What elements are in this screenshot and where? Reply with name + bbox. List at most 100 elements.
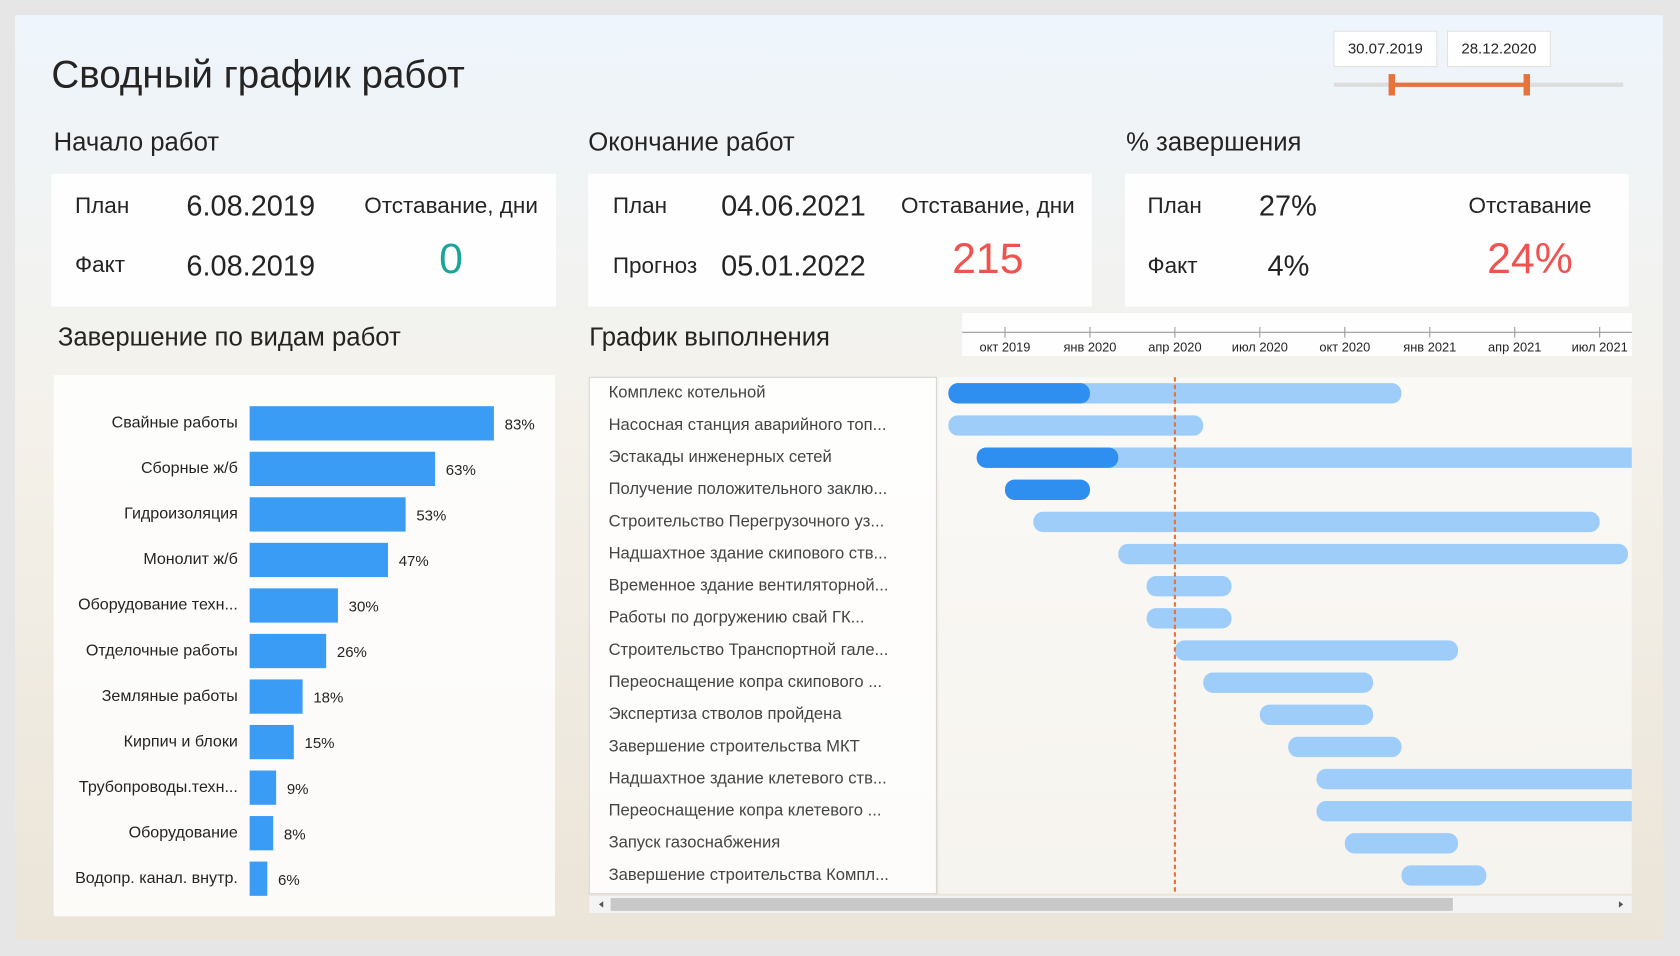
kpi-panel <box>51 173 557 307</box>
task-label: Временное здание вентиляторной... <box>609 576 889 595</box>
x-tick-label: июл 2020 <box>1232 340 1288 355</box>
page-title: Сводный график работ <box>51 53 464 96</box>
gantt-bar <box>1316 768 1632 790</box>
gantt-bar <box>1316 801 1632 822</box>
gantt-bar <box>1203 672 1374 693</box>
category-label: Трубопроводы.техн... <box>79 778 238 796</box>
x-tick-label: окт 2020 <box>1319 340 1370 355</box>
x-tick-label: апр 2021 <box>1488 340 1541 355</box>
category-label: Земляные работы <box>102 687 238 705</box>
category-label: Отделочные работы <box>86 641 238 659</box>
kpi-delay: 215 <box>952 235 1023 283</box>
gantt-bar <box>1259 704 1374 725</box>
category-label: Монолит ж/б <box>143 550 238 568</box>
task-label: Насосная станция аварийного топ... <box>609 415 887 434</box>
category-label: Оборудование техн... <box>78 596 238 614</box>
task-label: Завершение строительства МКТ <box>609 736 860 755</box>
kpi-value: 04.06.2021 <box>721 191 866 223</box>
task-label: Переоснащение копра клетевого ... <box>609 801 882 820</box>
task-label: Запуск газоснабжения <box>609 833 781 852</box>
task-label: Строительство Перегрузочного уз... <box>609 511 885 530</box>
kpi-label: Отставание <box>1468 193 1591 218</box>
date-start: 30.07.2019 <box>1348 40 1423 57</box>
slider-handle[interactable] <box>1388 74 1395 96</box>
kpi-label: План <box>1148 193 1202 218</box>
chart-title: График выполнения <box>589 324 830 352</box>
bar <box>249 588 338 623</box>
category-label: Свайные работы <box>112 414 238 432</box>
bar <box>249 861 268 896</box>
bar <box>249 633 327 669</box>
chart-title: Завершение по видам работ <box>58 324 401 352</box>
date-end-box[interactable] <box>1446 30 1551 68</box>
kpi-delay: 0 <box>439 235 463 283</box>
bar-chart: Свайные работы 83% Сборные ж/б 63% Гидроизол… <box>75 406 535 896</box>
kpi-panel <box>1125 173 1629 307</box>
kpi-value: 05.01.2022 <box>721 251 866 283</box>
category-label: Оборудование <box>129 823 238 841</box>
gantt-bar <box>1033 511 1600 533</box>
value-label: 9% <box>287 781 309 798</box>
x-tick-label: янв 2021 <box>1403 340 1456 355</box>
gantt-bar <box>1146 576 1232 597</box>
task-label: Работы по догружению свай ГК... <box>609 608 865 627</box>
x-tick-label: апр 2020 <box>1148 340 1201 355</box>
kpi-label: Отставание, дни <box>901 193 1075 218</box>
gantt-progress <box>948 383 1090 404</box>
gantt-bar <box>1174 640 1459 661</box>
value-label: 47% <box>399 553 429 570</box>
kpi-value: 6.08.2019 <box>186 251 315 283</box>
gantt-task-list <box>588 376 937 895</box>
task-label: Эстакады инженерных сетей <box>609 447 832 466</box>
category-label: Сборные ж/б <box>141 459 238 477</box>
gantt-bar <box>1146 608 1232 629</box>
bar <box>249 451 436 487</box>
bar <box>249 542 388 578</box>
value-label: 6% <box>278 872 300 889</box>
bar <box>249 406 494 441</box>
gantt-axis-panel <box>962 313 1632 356</box>
gantt-bar <box>1401 865 1487 886</box>
kpi-title: Окончание работ <box>588 129 795 157</box>
task-label: Переоснащение копра скипового ... <box>609 672 882 691</box>
value-label: 53% <box>416 508 446 525</box>
gantt-chart: окт 2019 янв 2020 апр 2020 июл 2020 окт 2020… <box>609 326 1632 894</box>
gantt-progress <box>976 447 1119 468</box>
kpi-value: 6.08.2019 <box>186 191 315 223</box>
kpi-title: Начало работ <box>54 129 220 157</box>
value-label: 30% <box>349 599 379 616</box>
task-label: Завершение строительства Компл... <box>609 865 889 884</box>
bar <box>249 770 277 805</box>
kpi-delay: 24% <box>1487 235 1573 283</box>
category-label: Кирпич и блоки <box>124 732 238 750</box>
kpi-title: % завершения <box>1126 129 1301 157</box>
task-label: Комплекс котельной <box>609 383 766 402</box>
bar <box>249 497 406 532</box>
gantt-progress <box>1005 479 1090 500</box>
task-label: Получение положительного заклю... <box>609 479 888 498</box>
date-end: 28.12.2020 <box>1461 40 1536 57</box>
gantt-bar <box>1118 543 1628 565</box>
kpi-label: План <box>75 193 129 218</box>
scrollbar-thumb[interactable] <box>610 898 1453 911</box>
gantt-bar <box>948 415 1204 436</box>
bar <box>249 724 294 760</box>
value-label: 83% <box>505 416 535 433</box>
task-label: Экспертиза стволов пройдена <box>609 704 843 723</box>
value-label: 18% <box>313 690 343 707</box>
kpi-panel <box>588 173 1092 307</box>
kpi-label: Прогноз <box>613 253 697 278</box>
category-label: Гидроизоляция <box>124 505 238 523</box>
bar <box>249 679 303 714</box>
kpi-label: Факт <box>75 252 125 277</box>
date-start-box[interactable] <box>1333 30 1438 68</box>
category-label: Водопр. канал. внутр. <box>75 869 238 887</box>
value-label: 8% <box>284 826 306 843</box>
x-tick-label: окт 2019 <box>980 340 1031 355</box>
gantt-bar <box>1344 833 1459 854</box>
slider-handle[interactable] <box>1523 74 1530 96</box>
task-label: Строительство Транспортной гале... <box>609 640 889 659</box>
kpi-value: 4% <box>1268 251 1310 283</box>
kpi-label: Отставание, дни <box>364 193 538 218</box>
